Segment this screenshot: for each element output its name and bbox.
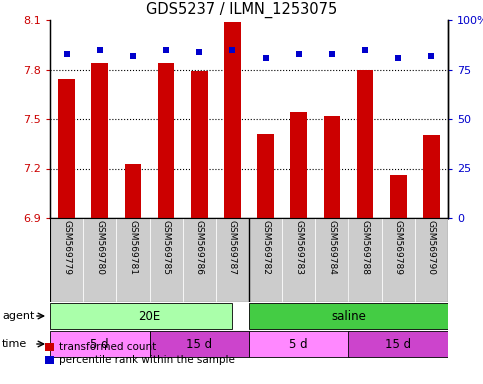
Text: GSM569785: GSM569785 [162, 220, 170, 275]
Bar [191, 71, 208, 218]
Text: GSM569788: GSM569788 [361, 220, 369, 275]
Text: GSM569784: GSM569784 [327, 220, 337, 275]
Bar [423, 136, 440, 218]
Bar [158, 63, 174, 218]
Text: GSM569779: GSM569779 [62, 220, 71, 275]
Point [395, 55, 402, 61]
Legend: transformed count, percentile rank within the sample: transformed count, percentile rank withi… [45, 342, 235, 365]
Bar [257, 134, 274, 218]
Text: GSM569782: GSM569782 [261, 220, 270, 275]
Point [361, 46, 369, 53]
Bar [415, 218, 448, 302]
Text: agent: agent [2, 311, 34, 321]
Point [295, 51, 303, 57]
Text: GSM569789: GSM569789 [394, 220, 403, 275]
Bar [224, 22, 241, 218]
Bar [249, 218, 282, 302]
Bar [183, 218, 216, 302]
Bar [324, 116, 340, 218]
Point [228, 46, 236, 53]
Bar [150, 331, 249, 357]
Bar [91, 63, 108, 218]
Bar [282, 218, 315, 302]
Point [262, 55, 270, 61]
Point [96, 46, 104, 53]
Bar [50, 218, 83, 302]
Text: time: time [2, 339, 27, 349]
Bar [382, 218, 415, 302]
Text: 15 d: 15 d [186, 338, 213, 351]
Bar [50, 331, 150, 357]
Text: GSM569783: GSM569783 [294, 220, 303, 275]
Bar [315, 218, 349, 302]
Bar [150, 218, 183, 302]
Point [63, 51, 71, 57]
Text: GSM569786: GSM569786 [195, 220, 204, 275]
Text: 5 d: 5 d [289, 338, 308, 351]
Point [196, 49, 203, 55]
Text: GSM569781: GSM569781 [128, 220, 138, 275]
Bar [357, 70, 373, 218]
Text: 20E: 20E [138, 310, 161, 323]
Text: GSM569787: GSM569787 [228, 220, 237, 275]
Bar [216, 218, 249, 302]
Point [427, 53, 435, 59]
Bar [249, 303, 448, 329]
Bar [125, 164, 141, 218]
Text: GDS5237 / ILMN_1253075: GDS5237 / ILMN_1253075 [146, 2, 337, 18]
Point [328, 51, 336, 57]
Point [129, 53, 137, 59]
Text: GSM569780: GSM569780 [95, 220, 104, 275]
Bar [83, 218, 116, 302]
Bar [249, 331, 349, 357]
Bar [50, 303, 232, 329]
Bar [390, 175, 407, 218]
Text: GSM569790: GSM569790 [427, 220, 436, 275]
Bar [349, 331, 448, 357]
Bar [58, 79, 75, 218]
Bar [116, 218, 150, 302]
Text: 15 d: 15 d [385, 338, 412, 351]
Text: 5 d: 5 d [90, 338, 109, 351]
Point [162, 46, 170, 53]
Text: saline: saline [331, 310, 366, 323]
Bar [349, 218, 382, 302]
Bar [290, 113, 307, 218]
